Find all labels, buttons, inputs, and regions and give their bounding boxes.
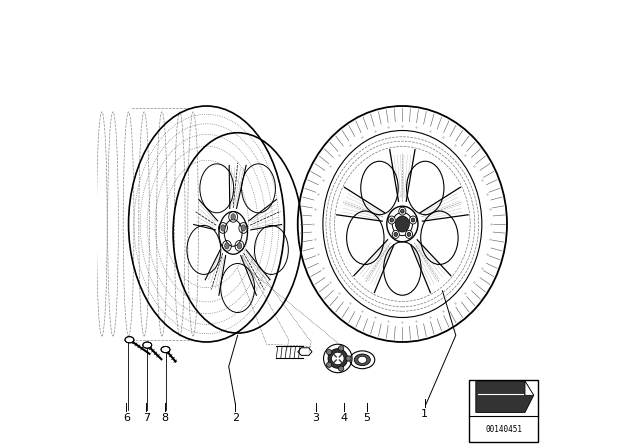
Ellipse shape: [143, 342, 152, 348]
Ellipse shape: [401, 209, 404, 213]
Ellipse shape: [407, 233, 411, 237]
Ellipse shape: [388, 216, 396, 224]
Ellipse shape: [237, 243, 242, 249]
Polygon shape: [476, 381, 534, 413]
Ellipse shape: [392, 230, 399, 238]
Ellipse shape: [326, 349, 332, 355]
Ellipse shape: [225, 243, 229, 249]
Text: 5: 5: [364, 413, 371, 423]
Ellipse shape: [328, 349, 348, 368]
Ellipse shape: [358, 356, 367, 363]
Text: 00140451: 00140451: [485, 425, 522, 434]
Ellipse shape: [412, 218, 415, 222]
Polygon shape: [525, 381, 534, 395]
Bar: [469, 380, 538, 442]
Ellipse shape: [394, 233, 397, 237]
Ellipse shape: [221, 225, 225, 231]
Ellipse shape: [355, 354, 371, 366]
Ellipse shape: [241, 225, 246, 231]
Text: 8: 8: [161, 413, 168, 423]
Text: 7: 7: [143, 413, 150, 423]
Ellipse shape: [161, 346, 170, 353]
Ellipse shape: [332, 352, 344, 365]
Text: 2: 2: [232, 413, 239, 423]
Ellipse shape: [231, 214, 236, 220]
Text: 1: 1: [421, 409, 428, 419]
Text: 4: 4: [341, 413, 348, 423]
Ellipse shape: [125, 336, 134, 343]
Ellipse shape: [339, 345, 344, 351]
Text: 3: 3: [312, 413, 319, 423]
Ellipse shape: [326, 362, 332, 367]
Ellipse shape: [410, 216, 417, 224]
Ellipse shape: [346, 356, 351, 361]
Ellipse shape: [405, 230, 413, 238]
Text: 6: 6: [123, 413, 130, 423]
Ellipse shape: [339, 366, 344, 371]
Ellipse shape: [390, 218, 394, 222]
Ellipse shape: [396, 216, 410, 232]
Ellipse shape: [399, 207, 406, 215]
